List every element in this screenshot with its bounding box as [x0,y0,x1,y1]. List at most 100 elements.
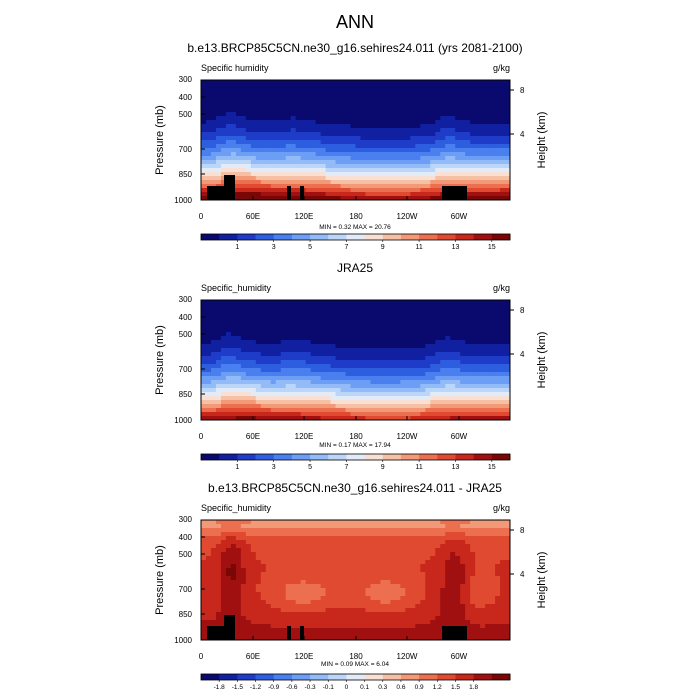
heatmap-cell [270,568,277,573]
heatmap-cell [305,344,312,349]
heatmap-cell [440,584,446,589]
heatmap-cell [365,352,372,357]
heatmap-cell [245,540,252,545]
heatmap-cell [345,144,352,149]
heatmap-cell [270,532,277,537]
heatmap-cell [465,368,471,373]
heatmap-cell [310,324,317,329]
heatmap-cell [395,312,401,317]
heatmap-cell [470,376,476,381]
heatmap-cell [475,412,481,417]
heatmap-cell [290,320,297,325]
heatmap-cell [390,132,396,137]
heatmap-cell [250,152,257,157]
heatmap-cell [505,340,510,345]
heatmap-cell [220,348,227,353]
heatmap-cell [350,328,357,333]
heatmap-cell [265,84,272,89]
heatmap-cell [450,528,456,533]
heatmap-cell [370,404,377,409]
heatmap-cell [205,308,212,313]
heatmap-cell [335,320,342,325]
heatmap-cell [210,356,217,361]
heatmap-cell [335,120,342,125]
heatmap-cell [265,372,272,377]
heatmap-cell [370,164,377,169]
heatmap-cell [201,368,207,373]
heatmap-cell [405,344,411,349]
heatmap-cell [290,368,297,373]
heatmap-cell [425,352,431,357]
heatmap-cell [460,352,466,357]
heatmap-cell [245,124,252,129]
heatmap-cell [340,340,347,345]
heatmap-cell [450,96,456,101]
heatmap-cell [415,172,421,177]
heatmap-cell [300,176,307,181]
heatmap-cell [415,108,421,113]
heatmap-cell [300,80,307,85]
heatmap-cell [425,416,431,420]
heatmap-cell [335,192,342,197]
heatmap-cell [460,320,466,325]
heatmap-cell [365,312,372,317]
heatmap-cell [285,312,292,317]
heatmap-cell [330,408,337,413]
heatmap-cell [270,124,277,129]
heatmap-cell [445,376,451,381]
heatmap-cell [385,368,391,373]
heatmap-cell [415,360,421,365]
heatmap-cell [415,532,421,537]
heatmap-cell [460,172,466,177]
heatmap-cell [205,564,212,569]
heatmap-cell [235,304,242,309]
heatmap-cell [500,176,506,181]
heatmap-cell [350,164,357,169]
heatmap-cell [310,568,317,573]
heatmap-cell [220,560,227,565]
heatmap-cell [225,372,232,377]
heatmap-cell [385,100,391,105]
heatmap-cell [240,352,247,357]
heatmap-cell [215,560,222,565]
xtick-label: 60W [451,212,468,221]
heatmap-cell [475,572,481,577]
heatmap-cell [245,300,252,305]
heatmap-cell [255,320,262,325]
heatmap-cell [345,192,352,197]
heatmap-cell [385,316,391,321]
heatmap-cell [360,568,367,573]
heatmap-cell [330,340,337,345]
heatmap-cell [440,96,446,101]
heatmap-cell [475,416,481,420]
heatmap-cell [445,400,451,405]
heatmap-cell [465,532,471,537]
heatmap-cell [305,416,312,420]
heatmap-cell [210,104,217,109]
heatmap-cell [440,588,446,593]
heatmap-cell [335,412,342,417]
heatmap-cell [310,128,317,133]
heatmap-cell [280,180,287,185]
heatmap-cell [285,572,292,577]
heatmap-cell [360,140,367,145]
heatmap-cell [340,396,347,401]
heatmap-cell [420,532,426,537]
heatmap-cell [470,84,476,89]
heatmap-cell [280,132,287,137]
heatmap-cell [355,304,362,309]
heatmap-cell [250,544,257,549]
heatmap-cell [370,360,377,365]
heatmap-cell [225,552,232,557]
heatmap-cell [435,160,441,165]
heatmap-cell [220,144,227,149]
heatmap-cell [495,152,501,157]
heatmap-cell [335,88,342,93]
heatmap-cell [240,372,247,377]
heatmap-cell [380,164,386,169]
heatmap-cell [395,360,401,365]
heatmap-cell [260,396,267,401]
heatmap-cell [285,540,292,545]
heatmap-cell [410,576,416,581]
heatmap-cell [485,140,491,145]
